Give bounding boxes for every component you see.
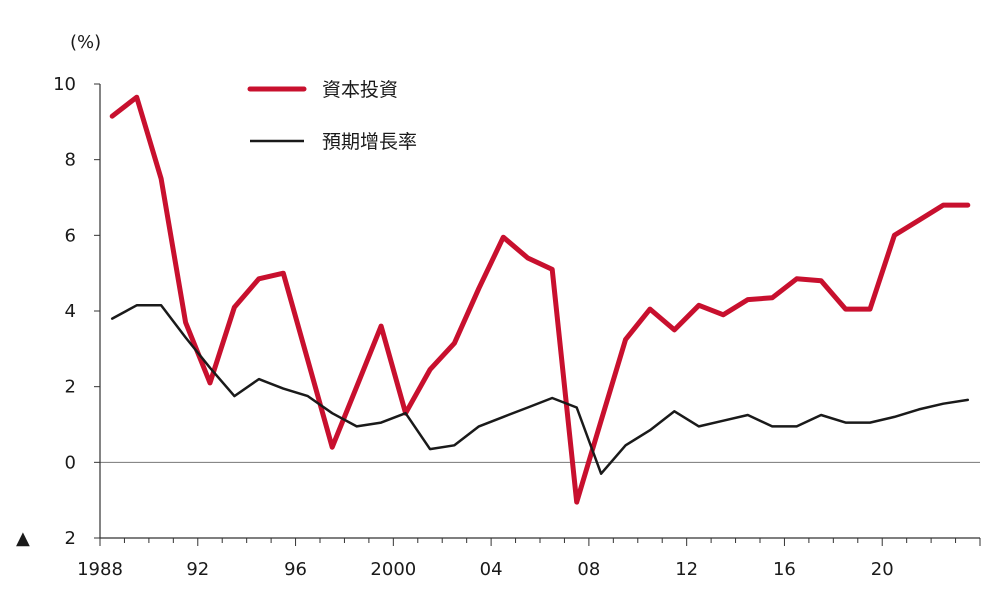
series-line-capital-investment <box>109 94 971 505</box>
y-unit-label: (%) <box>70 32 101 53</box>
y-tick-label: 2 <box>65 377 76 398</box>
x-tick-label: 16 <box>773 559 796 580</box>
series-line-expected-growth <box>110 304 970 475</box>
legend: 資本投資 預期增長率 <box>247 79 417 153</box>
x-tick-label: 12 <box>675 559 698 580</box>
x-tick-label: 08 <box>577 559 600 580</box>
x-tick-label: 2000 <box>370 559 416 580</box>
legend-label-capital-investment: 資本投資 <box>322 79 398 101</box>
x-tick-labels: 1988 92 96 2000 04 08 12 16 20 <box>77 559 894 580</box>
negative-marker-icon: ▲ <box>16 528 30 549</box>
y-tick-label: 2 <box>65 528 76 549</box>
x-tick-label: 96 <box>284 559 307 580</box>
x-tick-label: 1988 <box>77 559 123 580</box>
x-tick-label: 04 <box>480 559 503 580</box>
x-tick-label: 92 <box>186 559 209 580</box>
y-tick-label: 0 <box>65 452 76 473</box>
axes-group <box>94 83 981 546</box>
y-tick-labels: 10 8 6 4 2 0 2 ▲ <box>16 74 76 549</box>
legend-label-expected-growth: 預期增長率 <box>322 131 417 153</box>
y-tick-label: 6 <box>65 225 76 246</box>
y-tick-label: 8 <box>65 150 76 171</box>
y-tick-label: 4 <box>65 301 76 322</box>
y-tick-label: 10 <box>53 74 76 95</box>
x-tick-label: 20 <box>871 559 894 580</box>
series-lines <box>109 94 971 505</box>
